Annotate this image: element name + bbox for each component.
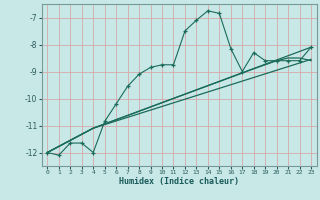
X-axis label: Humidex (Indice chaleur): Humidex (Indice chaleur) [119, 177, 239, 186]
